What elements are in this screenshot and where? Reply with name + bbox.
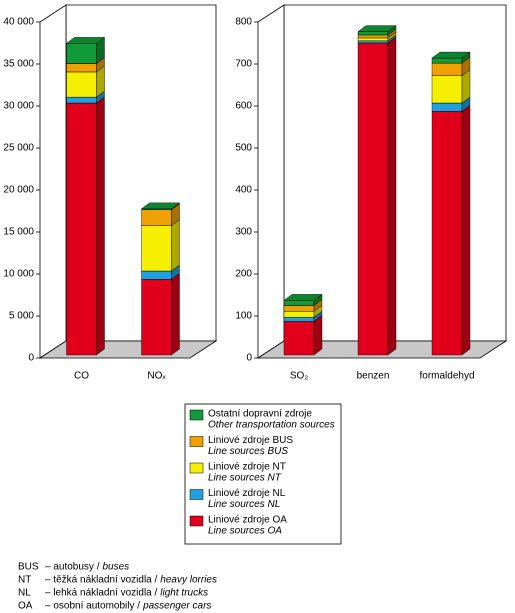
bar-segment (283, 300, 315, 306)
bar-side (171, 219, 180, 272)
x-tick-label: NOₓ (147, 371, 166, 382)
x-tick-label: CO (74, 371, 89, 382)
note-en: heavy lorries (160, 575, 217, 586)
bar-segment (431, 111, 463, 356)
legend-swatch (189, 489, 204, 500)
bar-segment (141, 270, 172, 280)
bar-top (140, 202, 181, 210)
bar-top (283, 294, 323, 301)
bar-segment (66, 43, 97, 64)
note-text: – těžká nákladní vozidla / (45, 575, 158, 586)
bar-segment (431, 62, 463, 76)
y-tick-label: 500 (235, 143, 252, 154)
bar-side (461, 105, 471, 356)
y-tick-label: 25 000 (3, 143, 34, 154)
side-wall (39, 4, 67, 359)
y-tick-label: 5 000 (9, 311, 34, 322)
legend-label-en: Other transportation sources (208, 420, 335, 431)
bar-segment (357, 42, 389, 356)
legend-label: Liniové zdroje NL (208, 488, 286, 499)
y-tick-label: 35 000 (3, 59, 34, 70)
bar-segment (357, 31, 389, 36)
bar-side (387, 36, 397, 356)
y-tick-label: 0 (246, 353, 252, 364)
bar-segment (141, 209, 172, 226)
bar-segment (431, 57, 463, 64)
legend-label-en: Line sources OA (208, 526, 282, 537)
note-en: buses (102, 562, 129, 573)
bar-segment (283, 305, 315, 312)
y-tick-label: 100 (235, 311, 252, 322)
bar-segment (283, 311, 315, 318)
bar-segment (283, 317, 315, 322)
legend-label: Liniové zdroje NT (208, 462, 286, 473)
bar-segment (66, 71, 97, 98)
x-tick-label: formaldehyd (419, 371, 474, 382)
bar-top (431, 51, 471, 59)
legend-swatch (189, 436, 204, 447)
bar-segment (431, 102, 463, 112)
note-abbr: BUS (18, 562, 39, 573)
legend-label: Ostatní dopravní zdroje (208, 409, 312, 420)
side-wall (257, 4, 285, 359)
x-tick-label: SO₂ (290, 371, 308, 382)
legend-swatch (189, 462, 204, 474)
y-tick-label: 20 000 (3, 185, 34, 196)
bar-segment (431, 75, 463, 104)
y-tick-label: 800 (235, 17, 252, 28)
y-tick-label: 15 000 (3, 227, 34, 238)
y-tick-label: 40 000 (3, 17, 34, 28)
bar-segment (357, 37, 389, 42)
note-abbr: NL (18, 588, 31, 599)
bar-side (313, 314, 323, 356)
y-tick-label: 700 (235, 59, 252, 70)
y-tick-label: 30 000 (3, 101, 34, 112)
bar-segment (141, 279, 172, 356)
bar-side (171, 272, 180, 356)
note-text: – lehká nákladní vozidla / (45, 588, 158, 599)
legend-swatch (189, 409, 204, 421)
y-tick-label: 0 (28, 353, 34, 364)
bar-segment (66, 102, 97, 356)
legend-box (184, 403, 342, 545)
x-tick-label: benzen (357, 371, 390, 382)
legend-label: Liniové zdroje OA (208, 515, 287, 526)
bar-segment (141, 225, 172, 272)
note-en: passenger cars (142, 601, 211, 612)
bar-top (65, 37, 106, 44)
legend-label-en: Line sources NT (208, 473, 282, 484)
note-text: – autobusy / (45, 562, 100, 573)
y-tick-label: 600 (235, 101, 252, 112)
legend-label: Liniové zdroje BUS (208, 435, 293, 446)
bar-segment (357, 34, 389, 39)
legend-swatch (189, 515, 204, 527)
legend-label-en: Line sources BUS (208, 446, 288, 457)
note-text: – osobní automobily / (45, 601, 140, 612)
bar-segment (357, 40, 389, 44)
bar-side (96, 96, 105, 356)
note-abbr: NT (18, 575, 31, 586)
legend-label-en: Line sources NL (208, 499, 280, 510)
y-tick-label: 200 (235, 269, 252, 280)
bar-segment (283, 321, 315, 356)
bar-segment (66, 96, 97, 104)
y-tick-label: 300 (235, 227, 252, 238)
y-tick-label: 400 (235, 185, 252, 196)
bar-top (357, 25, 397, 32)
y-tick-label: 10 000 (3, 269, 34, 280)
note-abbr: OA (18, 601, 33, 612)
bar-segment (66, 63, 97, 73)
note-en: light trucks (160, 588, 208, 599)
